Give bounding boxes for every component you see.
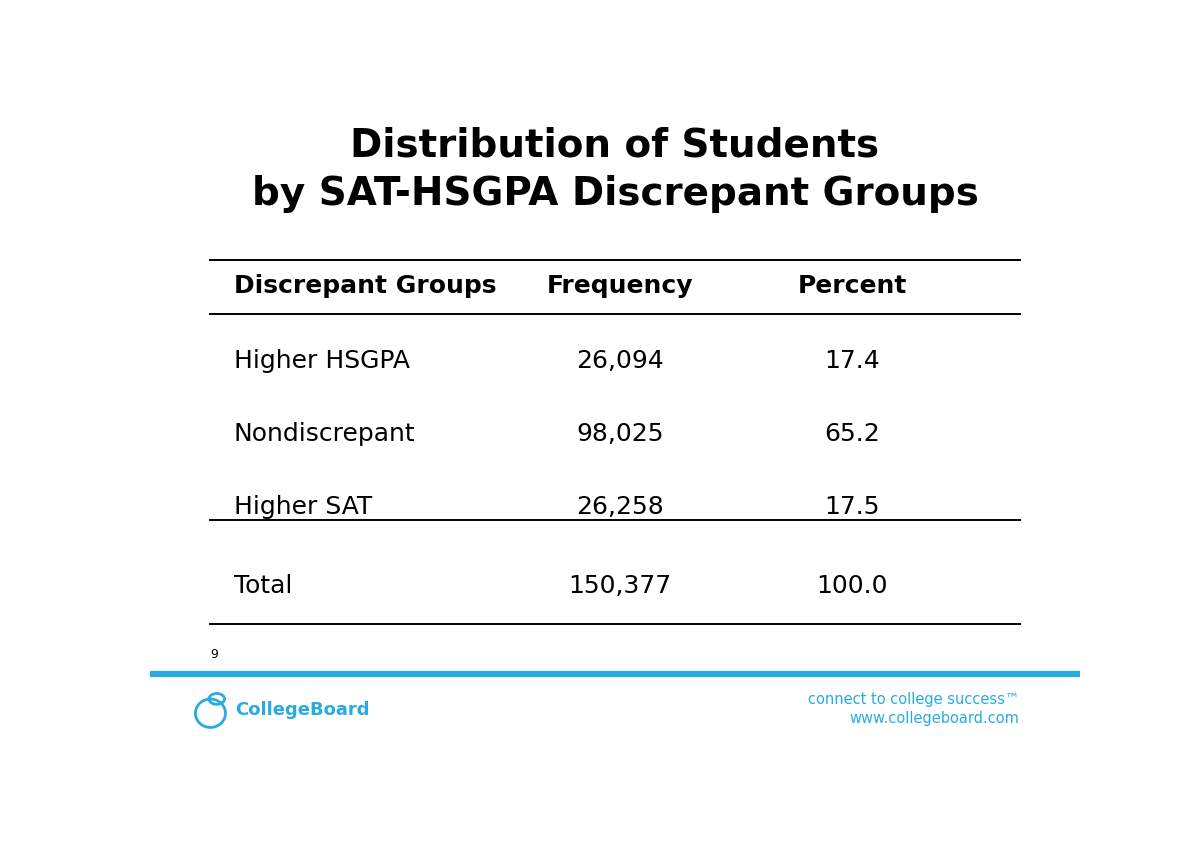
Text: Distribution of Students
by SAT-HSGPA Discrepant Groups: Distribution of Students by SAT-HSGPA Di… [252, 126, 978, 212]
Text: connect to college success™: connect to college success™ [808, 692, 1020, 707]
Text: CollegeBoard: CollegeBoard [235, 701, 370, 719]
Text: Nondiscrepant: Nondiscrepant [234, 422, 415, 446]
Text: 17.5: 17.5 [824, 495, 880, 518]
Text: 9: 9 [210, 647, 218, 661]
Text: Discrepant Groups: Discrepant Groups [234, 274, 497, 298]
Text: 100.0: 100.0 [816, 574, 888, 598]
Text: 17.4: 17.4 [824, 349, 880, 373]
Text: www.collegeboard.com: www.collegeboard.com [850, 711, 1020, 726]
Text: Percent: Percent [798, 274, 907, 298]
Text: 26,094: 26,094 [576, 349, 664, 373]
Text: 150,377: 150,377 [568, 574, 671, 598]
Text: Frequency: Frequency [546, 274, 692, 298]
Text: 26,258: 26,258 [576, 495, 664, 518]
Text: 98,025: 98,025 [576, 422, 664, 446]
Text: Higher HSGPA: Higher HSGPA [234, 349, 409, 373]
Text: Total: Total [234, 574, 292, 598]
Text: Higher SAT: Higher SAT [234, 495, 372, 518]
Text: 65.2: 65.2 [824, 422, 880, 446]
